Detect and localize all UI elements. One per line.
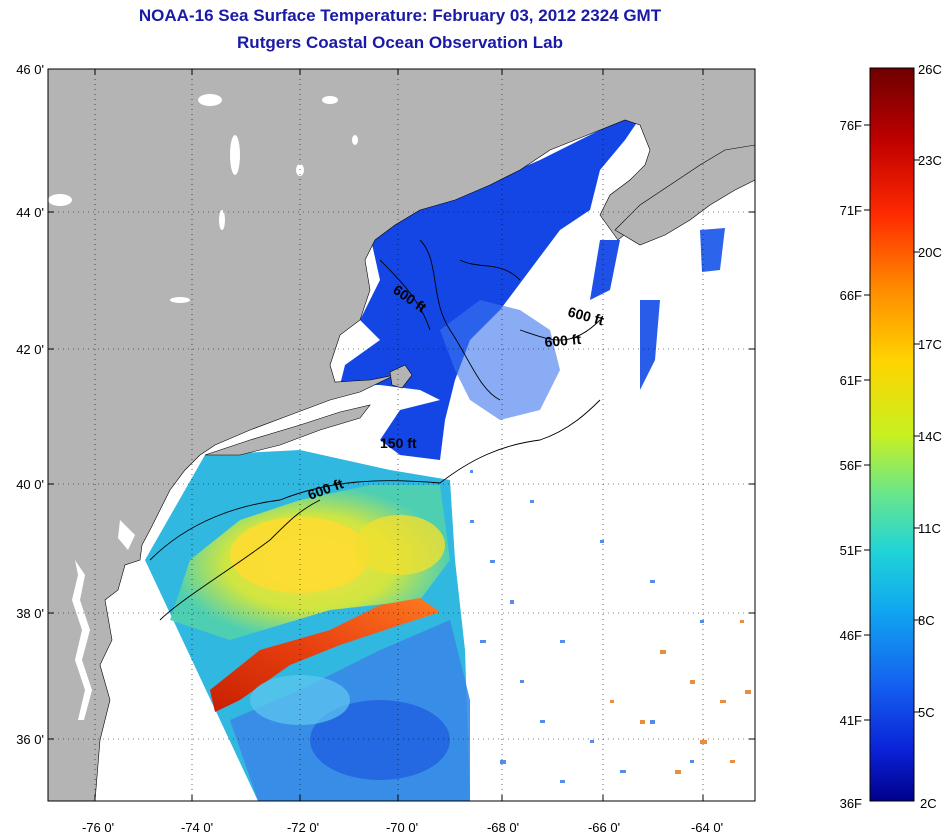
lon-label: -70 0'	[386, 820, 418, 835]
colorbar-c-label: 5C	[918, 705, 935, 720]
cape-cod	[389, 364, 413, 389]
colorbar-ticks	[864, 124, 920, 721]
lon-label: -68 0'	[487, 820, 519, 835]
contour-label: 600 ft	[544, 331, 582, 350]
lat-label: 42 0'	[16, 342, 44, 357]
colorbar-c-label: 20C	[918, 245, 942, 260]
lat-label: 46 0'	[16, 62, 44, 77]
lon-label: -64 0'	[691, 820, 723, 835]
cold-patch	[310, 700, 450, 780]
scotian-shelf-water	[700, 228, 725, 272]
lat-label: 44 0'	[16, 205, 44, 220]
inland-lakes	[48, 94, 358, 303]
colorbar-f-label: 56F	[840, 458, 862, 473]
scotian-shelf-water	[590, 240, 620, 300]
colorbar	[869, 67, 915, 802]
colorbar-c-label: 17C	[918, 337, 942, 352]
colorbar-f-label: 51F	[840, 543, 862, 558]
axis-ticks	[48, 68, 755, 801]
colorbar-f-label: 66F	[840, 288, 862, 303]
colorbar-f-label: 76F	[840, 118, 862, 133]
nova-scotia	[614, 144, 755, 246]
colorbar-c-label: 8C	[918, 613, 935, 628]
colorbar-f-label: 46F	[840, 628, 862, 643]
delaware-bay	[118, 520, 135, 550]
georges-bank-edge	[440, 300, 560, 420]
colorbar-f-label: 71F	[840, 203, 862, 218]
lat-label: 36 0'	[16, 732, 44, 747]
lon-label: -76 0'	[82, 820, 114, 835]
lat-label: 38 0'	[16, 606, 44, 621]
map-title: NOAA-16 Sea Surface Temperature: Februar…	[138, 6, 662, 25]
chesapeake-bay	[72, 560, 92, 720]
scotian-shelf-water	[640, 300, 660, 390]
map-frame	[47, 68, 756, 802]
gulf-of-maine-water	[340, 118, 640, 460]
scattered-warm-pixels	[610, 620, 751, 774]
colorbar-f-label: 36F	[840, 796, 862, 811]
colorbar-c-label: 11C	[918, 521, 941, 536]
contour-label: 150 ft	[380, 435, 417, 451]
long-island	[204, 404, 371, 456]
gulf-stream-band	[210, 598, 440, 712]
lon-label: -72 0'	[287, 820, 319, 835]
colorbar-c-label: 2C	[920, 796, 937, 811]
lat-label: 40 0'	[16, 477, 44, 492]
colorbar-c-label: 23C	[918, 153, 942, 168]
colorbar-c-label: 26C	[918, 62, 942, 77]
lon-label: -74 0'	[181, 820, 213, 835]
lon-label: -66 0'	[588, 820, 620, 835]
colorbar-c-label: 14C	[918, 429, 942, 444]
bathymetry-contours	[149, 239, 601, 621]
map-subtitle: Rutgers Coastal Ocean Observation Lab	[237, 33, 563, 52]
colorbar-f-label: 41F	[840, 713, 862, 728]
warm-eddy	[355, 515, 445, 575]
colorbar-f-label: 61F	[840, 373, 862, 388]
graticule	[48, 69, 755, 801]
scattered-sst-pixels	[470, 470, 704, 783]
